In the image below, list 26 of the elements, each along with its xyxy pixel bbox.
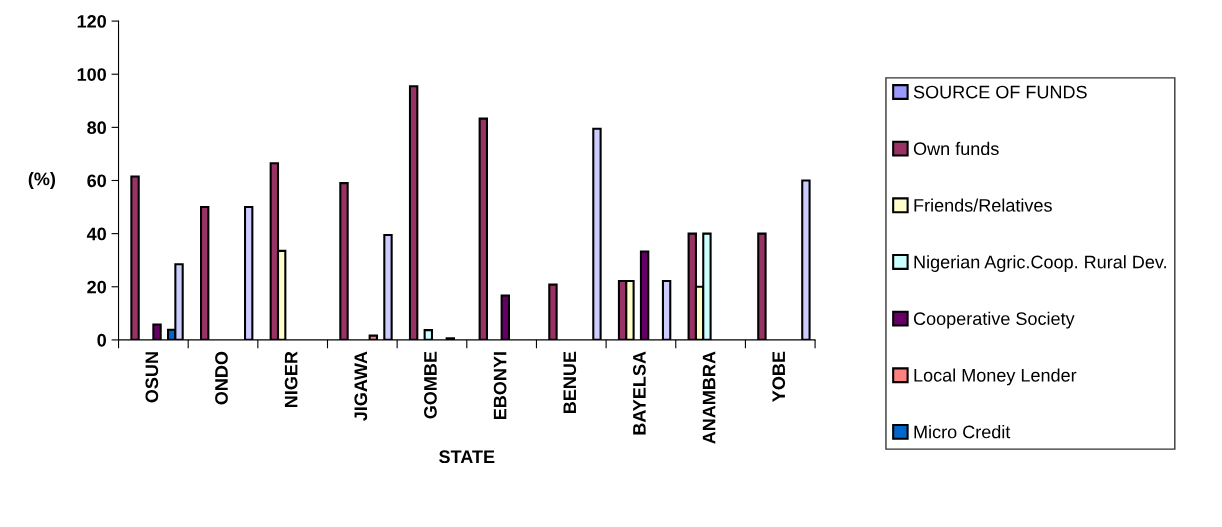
legend-label: Friends/Relatives (914, 198, 1052, 212)
x-tick-label: ANAMBRA (702, 351, 716, 444)
x-tick-label: BAYELSA (633, 351, 646, 435)
x-tick-label: JIGAWA (354, 351, 368, 421)
y-tick-label: 40 (86, 227, 106, 241)
y-tick-label: 60 (87, 174, 106, 188)
x-tick-label: ONDO (215, 351, 228, 405)
y-tick-label: 20 (87, 280, 106, 294)
legend-label: Own funds (913, 141, 999, 156)
legend-label: SOURCE OF FUNDS (913, 85, 1087, 99)
legend-label: Local Money Lender (914, 368, 1077, 386)
x-tick-label: EBONYI (493, 352, 507, 420)
legend-label: Cooperative Society (913, 311, 1075, 329)
x-tick-label: BENUE (563, 351, 577, 414)
y-tick-label: 100 (77, 68, 106, 81)
x-tick-label: OSUN (145, 352, 159, 403)
y-tick-label: 80 (87, 121, 106, 135)
y-axis-title: (%) (28, 172, 56, 189)
y-tick-label: 0 (97, 333, 106, 347)
legend-label: Micro Credit (914, 425, 1011, 439)
x-axis-title: STATE (439, 450, 495, 464)
x-tick-label: YOBE (772, 351, 786, 402)
legend-label: Nigerian Agric.Coop. Rural Dev. (914, 255, 1166, 272)
x-tick-label: NIGER (284, 351, 298, 407)
x-tick-label: GOMBE (424, 351, 437, 419)
y-tick-label: 120 (77, 15, 106, 28)
